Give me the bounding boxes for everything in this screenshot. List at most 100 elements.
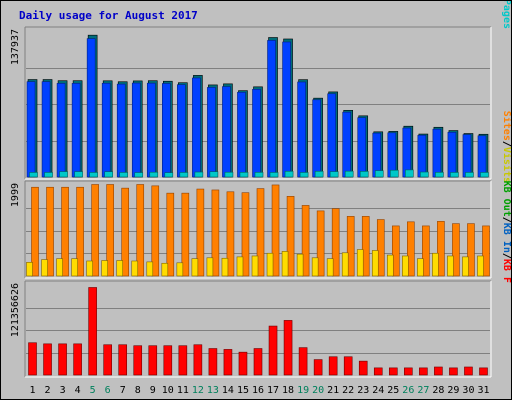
x-tick-label-5: 5 (90, 385, 96, 396)
bar-kb-28 (434, 366, 443, 376)
bar-files-1 (26, 81, 36, 178)
bar-pages-3 (59, 171, 68, 178)
bar-visits-22 (341, 252, 349, 277)
bar-files-16 (252, 89, 261, 178)
bar-kb-15 (238, 351, 248, 376)
bar-visits-21 (326, 258, 334, 277)
x-tick-label-28: 28 (432, 385, 444, 396)
x-tick-label-11: 11 (177, 385, 189, 396)
x-tick-label-10: 10 (162, 385, 174, 396)
bar-kb-13 (208, 348, 218, 376)
bar-pages-18 (284, 170, 294, 178)
bar-kb-19 (298, 347, 308, 376)
x-tick-label-26: 26 (402, 385, 414, 396)
bar-sites-14 (226, 191, 235, 277)
bar-visits-7 (116, 260, 124, 277)
legend-entry: KB Out (501, 181, 511, 217)
y-max-label: 121356626 (10, 283, 21, 337)
bar-files-22 (342, 111, 351, 178)
bar-files-3 (56, 83, 66, 178)
x-tick-label-4: 4 (75, 385, 81, 396)
bar-pages-13 (209, 171, 219, 178)
bar-visits-25 (386, 254, 394, 277)
legend-entry: Visits (501, 147, 511, 183)
bar-sites-4 (76, 186, 84, 277)
x-tick-label-7: 7 (120, 385, 126, 396)
bar-files-9 (146, 82, 156, 178)
bar-kb-24 (373, 367, 383, 376)
bar-sites-28 (437, 221, 445, 277)
bar-sites-1 (31, 186, 39, 277)
bar-visits-15 (236, 256, 244, 277)
bar-visits-27 (417, 258, 424, 277)
bar-pages-31 (480, 172, 489, 178)
bar-kb-27 (419, 367, 428, 376)
x-tick-label-6: 6 (105, 385, 111, 396)
bar-files-4 (71, 83, 81, 178)
bar-files-31 (477, 135, 487, 178)
x-tick-label-8: 8 (135, 385, 141, 396)
bar-visits-9 (146, 261, 154, 277)
bar-pages-4 (74, 171, 83, 178)
bar-pages-28 (435, 172, 444, 178)
bar-kb-25 (388, 367, 398, 376)
x-tick-label-30: 30 (462, 385, 474, 396)
bar-kb-23 (358, 360, 368, 376)
bar-pages-7 (119, 172, 129, 178)
bar-visits-26 (402, 255, 409, 277)
bar-visits-8 (131, 260, 139, 277)
bar-kb-29 (449, 367, 458, 376)
legend-entry: / (501, 253, 511, 259)
bar-pages-11 (179, 172, 189, 178)
bar-pages-1 (29, 172, 38, 178)
y-max-label: 137937 (10, 29, 21, 65)
legend-entry: KB F (501, 259, 511, 283)
bar-kb-18 (283, 320, 293, 376)
bar-visits-19 (296, 253, 304, 277)
bar-sites-20 (316, 210, 325, 277)
x-tick-label-9: 9 (150, 385, 156, 396)
bar-visits-6 (101, 260, 108, 277)
bar-kb-20 (313, 359, 323, 376)
bar-files-17 (267, 40, 276, 178)
legend: Sites/Visits (501, 111, 511, 183)
bar-kb-12 (193, 344, 203, 376)
bar-files-6 (101, 82, 111, 178)
x-tick-label-20: 20 (312, 385, 324, 396)
bar-files-11 (177, 84, 186, 178)
legend-entry: Sites (501, 111, 511, 141)
bar-files-8 (131, 82, 141, 178)
bar-sites-29 (452, 223, 460, 277)
bar-sites-8 (136, 184, 145, 277)
bar-sites-11 (181, 192, 190, 277)
bar-files-2 (41, 81, 51, 178)
bar-files-5 (86, 38, 96, 178)
chart-title: Daily usage for August 2017 (19, 9, 198, 22)
bar-kb-30 (464, 366, 473, 376)
bar-files-19 (297, 81, 306, 178)
bar-kb-10 (163, 345, 173, 376)
bar-files-18 (282, 41, 291, 178)
bar-sites-10 (166, 192, 175, 277)
bar-kb-21 (328, 356, 338, 376)
bar-files-29 (447, 131, 457, 178)
bar-files-28 (432, 128, 442, 178)
bar-kb-17 (268, 325, 278, 376)
bar-sites-21 (331, 208, 340, 277)
bar-files-13 (207, 87, 216, 178)
bar-files-21 (327, 93, 336, 178)
bar-visits-10 (161, 262, 169, 277)
bar-pages-2 (44, 172, 53, 178)
bar-sites-18 (286, 196, 295, 277)
bar-pages-19 (299, 172, 309, 178)
bar-sites-16 (256, 188, 265, 277)
bar-sites-31 (482, 225, 490, 277)
bar-pages-24 (374, 170, 384, 178)
bar-pages-8 (134, 172, 144, 178)
bar-kb-3 (58, 343, 67, 376)
x-tick-label-18: 18 (282, 385, 294, 396)
bar-kb-4 (73, 343, 82, 376)
bar-files-27 (417, 134, 427, 178)
bar-pages-10 (164, 172, 174, 178)
